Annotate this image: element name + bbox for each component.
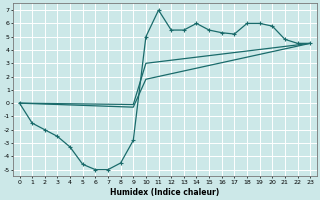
X-axis label: Humidex (Indice chaleur): Humidex (Indice chaleur) xyxy=(110,188,220,197)
